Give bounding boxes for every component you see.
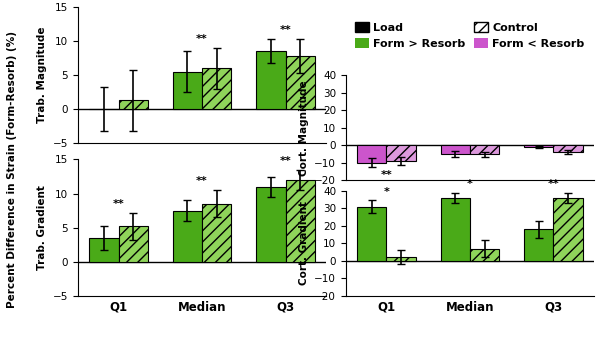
Bar — [202, 68, 231, 109]
Text: Percent Difference in Strain (Form-Resorb) (%): Percent Difference in Strain (Form-Resor… — [7, 32, 17, 308]
Bar — [386, 257, 416, 261]
Bar — [357, 145, 386, 163]
Text: *: * — [383, 187, 389, 197]
Bar — [119, 226, 148, 262]
Bar — [256, 187, 286, 262]
Bar — [89, 238, 119, 262]
Text: **: ** — [113, 199, 124, 208]
Bar — [386, 145, 416, 161]
Text: **: ** — [196, 34, 208, 44]
Bar — [553, 145, 583, 152]
Bar — [256, 51, 286, 109]
Bar — [441, 198, 470, 261]
Bar — [286, 180, 315, 262]
Bar — [173, 71, 202, 109]
Bar — [119, 100, 148, 109]
Bar — [441, 145, 470, 154]
Bar — [524, 230, 553, 261]
Text: **: ** — [280, 156, 292, 166]
Bar — [524, 145, 553, 147]
Bar — [553, 198, 583, 261]
Text: *: * — [467, 180, 473, 189]
Y-axis label: Cort. Gradient: Cort. Gradient — [299, 201, 309, 285]
Bar — [470, 249, 499, 261]
Y-axis label: Cort. Magnitude: Cort. Magnitude — [299, 80, 309, 175]
Text: **: ** — [380, 170, 392, 180]
Bar — [202, 204, 231, 262]
Bar — [357, 207, 386, 261]
Legend: Load, Form > Resorb, Control, Form < Resorb: Load, Form > Resorb, Control, Form < Res… — [351, 18, 589, 54]
Bar — [173, 210, 202, 262]
Text: **: ** — [280, 25, 292, 35]
Text: **: ** — [196, 176, 208, 186]
Y-axis label: Trab. Magnitude: Trab. Magnitude — [37, 27, 47, 123]
Text: **: ** — [548, 180, 559, 189]
Y-axis label: Trab. Gradient: Trab. Gradient — [37, 185, 47, 270]
Bar — [470, 145, 499, 154]
Bar — [286, 56, 315, 109]
